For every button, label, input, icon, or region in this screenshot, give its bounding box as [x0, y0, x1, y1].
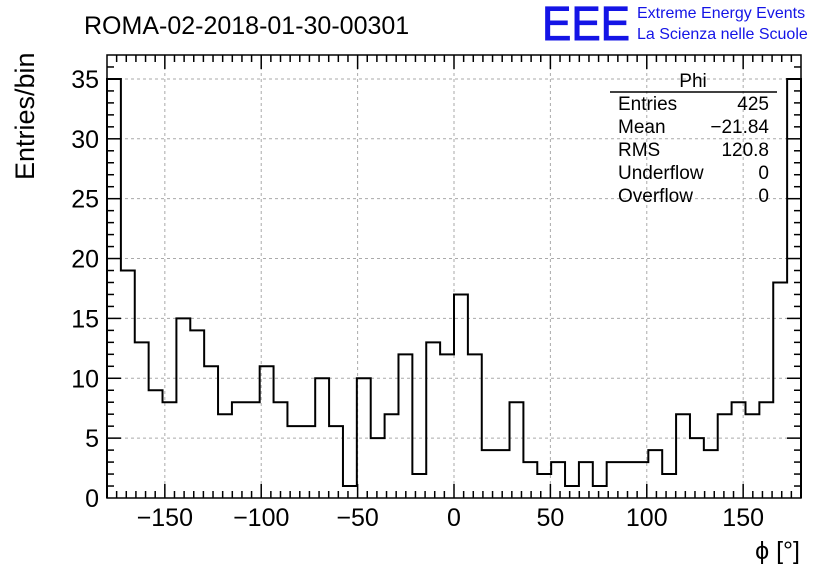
- stats-row-value: −21.84: [710, 117, 769, 138]
- x-tick-label: −150: [137, 504, 193, 532]
- x-tick-label: 150: [722, 504, 764, 532]
- stats-row-label: Underflow: [618, 163, 704, 184]
- eee-logo-line2: La Scienza nelle Scuole: [637, 26, 808, 43]
- eee-logo-line1: Extreme Energy Events: [637, 5, 805, 22]
- stats-row-value: 120.8: [721, 140, 769, 161]
- grid-lines: [107, 55, 801, 498]
- stats-box-title: Phi: [679, 71, 706, 92]
- stats-row-label: Overflow: [618, 186, 693, 207]
- x-tick-label: 100: [626, 504, 668, 532]
- histogram-series: [106, 77, 802, 498]
- stats-box: Phi Entries 425 Mean −21.84 RMS 120.8 Underflo…: [610, 71, 777, 207]
- chart-title: ROMA-02-2018-01-30-00301: [84, 12, 409, 40]
- y-axis-label: Entries/bin: [10, 52, 40, 180]
- y-tick-label: 0: [85, 485, 99, 513]
- stats-row-label: RMS: [618, 140, 660, 161]
- stats-row-label: Entries: [618, 94, 677, 115]
- stats-box-rows: Entries 425 Mean −21.84 RMS 120.8 Underflow 0 Ov…: [618, 94, 769, 207]
- eee-logo: EEE Extreme Energy Events La Scienza nel…: [542, 0, 808, 52]
- y-tick-label: 35: [71, 66, 99, 94]
- y-tick-label: 15: [71, 305, 99, 333]
- y-tick-label: 20: [71, 246, 99, 274]
- y-tick-label: 25: [71, 186, 99, 214]
- y-tick-label: 10: [71, 365, 99, 393]
- y-tick-label: 30: [71, 126, 99, 154]
- y-tick-label: 5: [85, 425, 99, 453]
- x-tick-labels: −150 −100 −50 0 50 100 150: [137, 504, 764, 532]
- x-axis-label: ϕ [°]: [755, 537, 800, 565]
- y-tick-labels: 0 5 10 15 20 25 30 35: [71, 66, 99, 513]
- x-tick-label: 50: [536, 504, 564, 532]
- axis-ticks: [107, 55, 801, 498]
- stats-row-value: 425: [737, 94, 769, 115]
- stats-row-value: 0: [758, 163, 769, 184]
- x-tick-label: −100: [233, 504, 289, 532]
- stats-row-label: Mean: [618, 117, 666, 138]
- x-tick-label: −50: [336, 504, 378, 532]
- x-tick-label: 0: [447, 504, 461, 532]
- eee-logo-mark: EEE: [542, 0, 630, 51]
- stats-row-value: 0: [758, 186, 769, 207]
